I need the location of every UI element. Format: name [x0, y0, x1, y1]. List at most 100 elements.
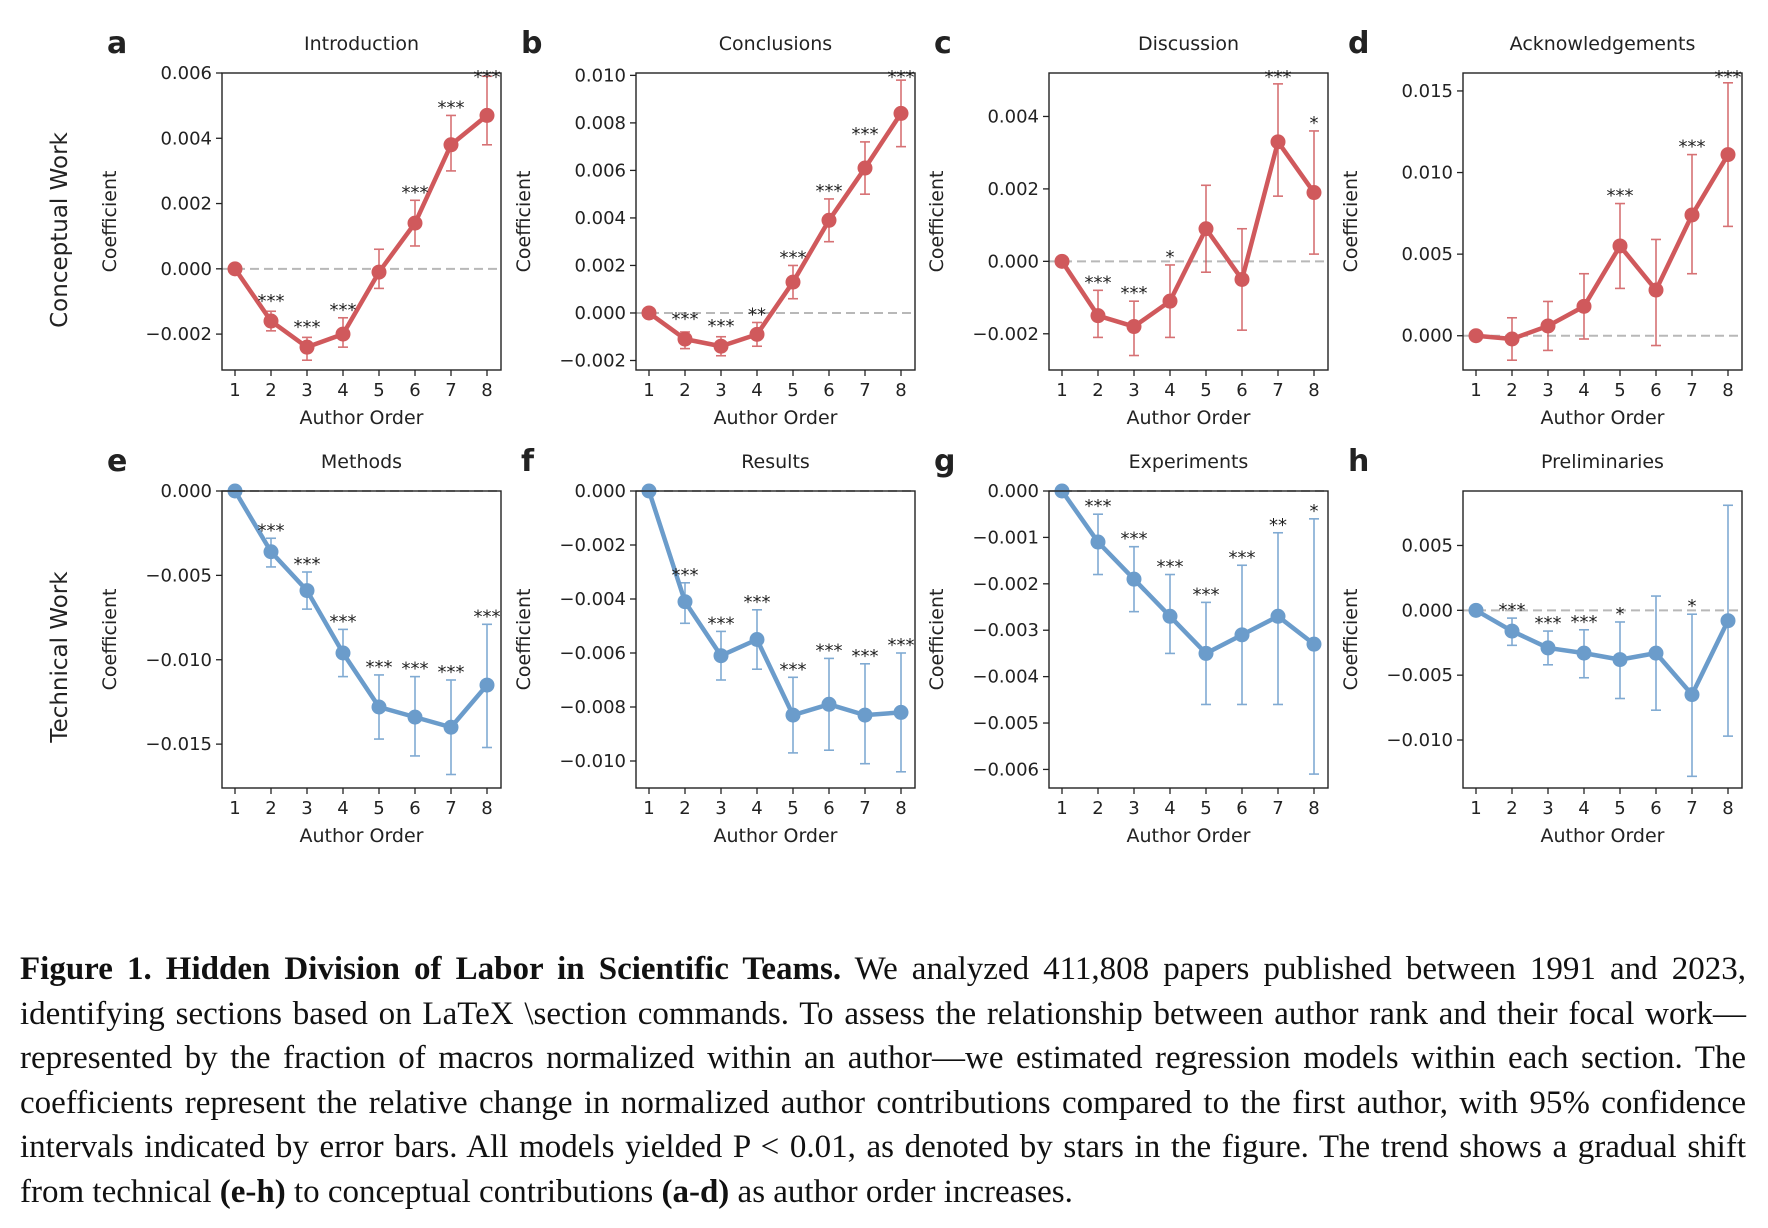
data-point-6 — [407, 709, 423, 725]
panel-title: Acknowledgements — [1510, 33, 1696, 55]
significance-stars: * — [1688, 596, 1697, 617]
y-tick-label: 0.000 — [987, 251, 1039, 272]
row-label-technical: Technical Work — [47, 571, 73, 744]
x-tick-label: 1 — [229, 798, 240, 819]
y-tick-label: −0.005 — [1386, 665, 1453, 686]
series-line — [1474, 608, 1731, 697]
y-tick-label: 0.000 — [160, 259, 212, 280]
significance-stars: *** — [1193, 584, 1220, 605]
x-tick-label: 2 — [1092, 798, 1103, 819]
y-tick-label: 0.005 — [1401, 244, 1453, 265]
x-tick-label: 2 — [265, 798, 276, 819]
plot-frame — [1462, 72, 1743, 371]
significance-stars: *** — [888, 635, 915, 656]
significance-stars: *** — [1535, 613, 1562, 634]
x-tick-label: 5 — [1614, 798, 1625, 819]
data-point-5 — [1612, 652, 1628, 668]
y-tick-label: 0.002 — [574, 255, 626, 276]
x-tick-label: 8 — [1722, 380, 1733, 401]
y-axis-label: Coefficient — [1340, 589, 1362, 691]
x-tick-label: 2 — [265, 380, 276, 401]
significance-stars: *** — [294, 317, 321, 338]
x-tick-label: 6 — [409, 798, 420, 819]
data-point-1 — [227, 261, 243, 277]
caption-text-2: to conceptual contributions — [285, 1173, 662, 1210]
panel-title: Experiments — [1129, 451, 1249, 473]
panel-f: f Results −0.010 −0.008 −0.006 −0.004 −0.002 0.… — [513, 444, 916, 847]
x-tick-label: 3 — [1128, 380, 1139, 401]
significance-stars: ** — [748, 304, 766, 325]
data-point-6 — [821, 212, 837, 228]
data-point-5 — [1198, 645, 1214, 661]
x-tick-label: 6 — [1650, 380, 1661, 401]
x-tick-label: 7 — [1686, 798, 1697, 819]
y-tick-label: −0.006 — [559, 643, 626, 664]
x-tick-label: 6 — [1650, 798, 1661, 819]
x-tick-label: 1 — [1470, 380, 1481, 401]
panel-letter: f — [521, 444, 535, 479]
data-point-4 — [1576, 645, 1592, 661]
data-point-2 — [677, 331, 693, 347]
x-tick-label: 7 — [859, 380, 870, 401]
significance-stars: *** — [258, 291, 285, 312]
x-tick-label: 5 — [1614, 380, 1625, 401]
data-point-3 — [1540, 640, 1556, 656]
data-point-3 — [1540, 318, 1556, 334]
x-tick-label: 3 — [1128, 798, 1139, 819]
data-point-1 — [1468, 328, 1484, 344]
caption-ref-conceptual: (a-d) — [661, 1173, 730, 1210]
y-tick-label: 0.002 — [160, 194, 212, 215]
panel-title: Introduction — [304, 33, 419, 55]
x-tick-label: 6 — [1236, 798, 1247, 819]
significance-stars: *** — [1157, 557, 1184, 578]
y-axis-label: Coefficient — [926, 589, 948, 691]
significance-stars: *** — [708, 613, 735, 634]
panel-b: b Conclusions −0.002 0.000 0.002 0.004 0.006 0.… — [513, 26, 916, 429]
panel-h: h Preliminaries −0.010 −0.005 0.000 0.005 1 2 3 4… — [1340, 444, 1743, 847]
significance-stars: *** — [1121, 529, 1148, 550]
y-tick-label: −0.002 — [559, 350, 626, 371]
panel-letter: g — [934, 444, 955, 479]
data-point-3 — [713, 338, 729, 354]
x-tick-label: 6 — [823, 798, 834, 819]
data-point-5 — [371, 264, 387, 280]
significance-stars: *** — [330, 611, 357, 632]
data-point-4 — [749, 326, 765, 342]
x-tick-label: 5 — [1200, 380, 1211, 401]
data-point-6 — [1648, 645, 1664, 661]
x-axis-label: Author Order — [299, 825, 423, 847]
significance-stars: *** — [672, 309, 699, 330]
significance-stars: *** — [1679, 137, 1706, 158]
x-tick-label: 2 — [1506, 380, 1517, 401]
x-tick-label: 4 — [1578, 798, 1589, 819]
x-tick-label: 1 — [643, 380, 654, 401]
panel-grid: a Introduction −0.002 0.000 0.002 0.004 0.006 1… — [99, 26, 1743, 847]
significance-stars: * — [1310, 113, 1319, 134]
x-tick-label: 8 — [481, 798, 492, 819]
panel-title: Preliminaries — [1541, 451, 1664, 473]
x-tick-label: 2 — [679, 798, 690, 819]
data-point-5 — [1612, 238, 1628, 254]
significance-stars: *** — [258, 520, 285, 541]
data-point-4 — [749, 632, 765, 647]
data-point-3 — [713, 648, 729, 664]
x-tick-label: 2 — [679, 380, 690, 401]
data-point-2 — [263, 544, 279, 560]
x-tick-label: 3 — [1542, 380, 1553, 401]
x-axis-label: Author Order — [1540, 407, 1664, 429]
significance-stars: *** — [330, 300, 357, 321]
panel-g: g Experiments −0.006 −0.005 −0.004 −0.003 −0.0… — [926, 444, 1329, 847]
x-axis-label: Author Order — [1540, 825, 1664, 847]
x-axis-label: Author Order — [713, 407, 837, 429]
significance-stars: *** — [1571, 612, 1598, 633]
x-tick-label: 3 — [715, 380, 726, 401]
significance-stars: *** — [294, 554, 321, 575]
data-point-5 — [371, 699, 387, 715]
data-point-5 — [785, 707, 801, 723]
plot-frame — [635, 490, 916, 789]
figure-caption: Figure 1. Hidden Division of Labor in Sc… — [20, 947, 1746, 1214]
data-point-2 — [1090, 534, 1106, 550]
data-point-7 — [1270, 134, 1286, 150]
y-tick-label: −0.003 — [972, 620, 1039, 641]
data-point-4 — [1162, 608, 1178, 624]
